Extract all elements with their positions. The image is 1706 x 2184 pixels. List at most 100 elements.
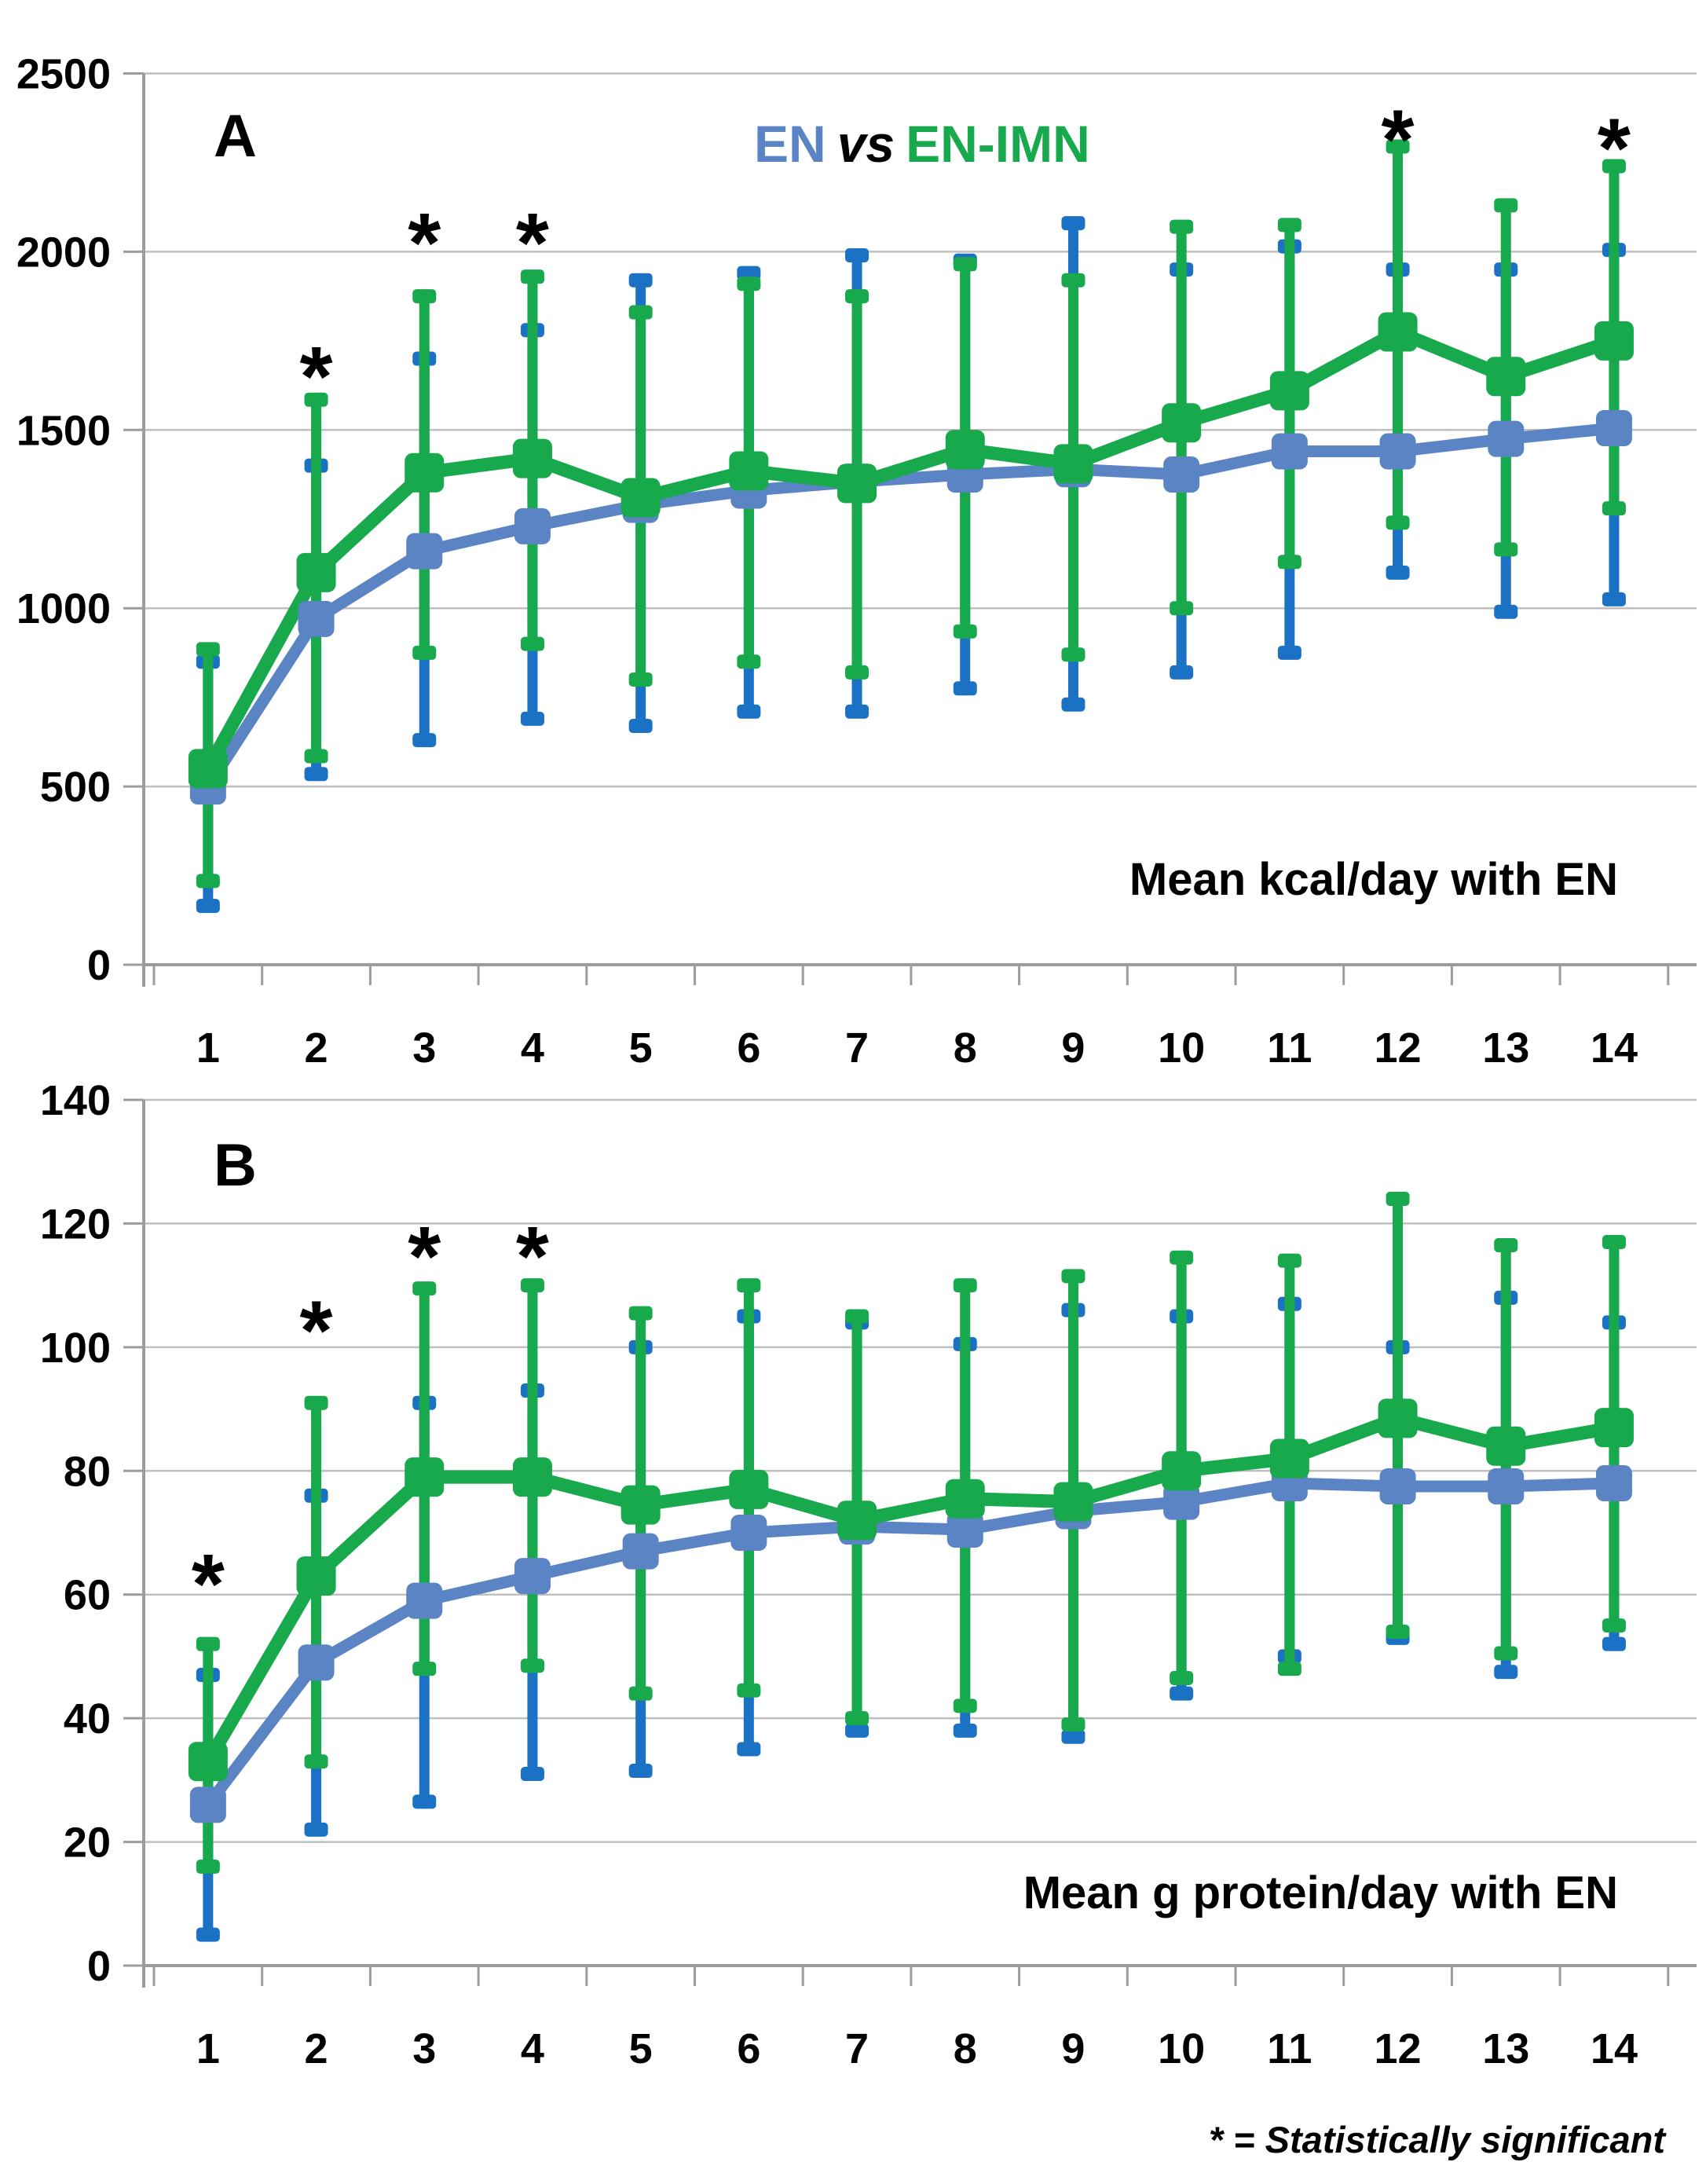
x-axis-label: 7 xyxy=(845,1024,869,1072)
en-error-bar-cap xyxy=(628,718,653,733)
en-error-bar-cap xyxy=(845,1723,869,1738)
en-imn-error-bar-cap xyxy=(412,1662,437,1676)
x-axis-label: 5 xyxy=(629,1024,653,1072)
en-imn-error-bar-cap xyxy=(737,277,761,291)
en-data-point-marker xyxy=(1163,456,1200,493)
significance-asterisk: * xyxy=(300,1283,333,1378)
en-imn-data-point-marker xyxy=(188,749,228,789)
legend: EN vs EN-IMN xyxy=(754,114,1090,174)
en-error-bar-cap xyxy=(520,711,544,726)
en-error-bar-cap xyxy=(953,1723,977,1738)
en-imn-error-bar-cap xyxy=(1386,139,1410,154)
en-imn-data-point-marker xyxy=(837,1501,877,1541)
en-imn-data-point-marker xyxy=(621,1485,661,1525)
en-error-bar-cap xyxy=(737,1742,761,1757)
en-imn-error-bar-cap xyxy=(1061,1269,1085,1284)
y-axis-label: 1500 xyxy=(16,407,111,454)
en-error-bar-cap xyxy=(304,767,328,782)
en-imn-data-point-marker xyxy=(1486,357,1526,397)
en-error-bar-cap xyxy=(196,899,220,914)
en-data-point-marker xyxy=(1163,1483,1200,1520)
en-imn-data-point-marker xyxy=(1269,371,1309,411)
x-axis-label: 5 xyxy=(629,2025,653,2072)
en-imn-error-bar-cap xyxy=(1602,1618,1626,1633)
significance-asterisk: * xyxy=(516,195,549,290)
significance-asterisk: * xyxy=(408,1208,441,1303)
en-imn-error-bar-cap xyxy=(1494,198,1518,213)
x-axis-label: 2 xyxy=(305,1024,328,1072)
en-error-bar-cap xyxy=(304,1822,328,1837)
en-error-bar-cap xyxy=(1386,565,1410,580)
legend-en-label: EN xyxy=(754,115,826,173)
significance-asterisk: * xyxy=(300,328,333,423)
en-imn-data-point-marker xyxy=(1053,444,1093,484)
en-imn-data-point-marker xyxy=(1594,1408,1634,1448)
en-error-bar-cap xyxy=(1602,592,1626,606)
en-imn-error-bar-cap xyxy=(1386,515,1410,530)
en-imn-error-bar-cap xyxy=(1061,1717,1085,1732)
en-data-point-marker xyxy=(1271,433,1308,470)
en-imn-error-bar-cap xyxy=(1277,1662,1301,1676)
en-imn-error-bar-cap xyxy=(412,645,437,660)
en-imn-error-bar-cap xyxy=(196,1860,220,1874)
en-data-point-marker xyxy=(622,1533,659,1570)
panel-b-axis-title: Mean g protein/day with EN xyxy=(1023,1867,1618,1918)
en-data-point-marker xyxy=(406,1582,443,1619)
en-data-point-marker xyxy=(1379,1468,1416,1504)
x-axis-label: 1 xyxy=(196,2025,220,2072)
en-error-bar-cap xyxy=(845,247,869,262)
legend-en-imn-label: EN-IMN xyxy=(906,115,1090,173)
en-error-bar-cap xyxy=(953,681,977,696)
x-axis-label: 1 xyxy=(196,1024,220,1072)
panel-a-label: A xyxy=(214,103,257,170)
y-axis-label: 1000 xyxy=(16,585,111,632)
en-imn-error-bar-cap xyxy=(845,289,869,304)
en-imn-data-point-marker xyxy=(1162,403,1202,443)
en-data-point-marker xyxy=(1379,433,1416,470)
en-imn-error-bar-cap xyxy=(1386,1624,1410,1639)
en-imn-error-bar-cap xyxy=(1170,1670,1194,1685)
x-axis-label: 8 xyxy=(954,1024,977,1072)
x-axis-label: 9 xyxy=(1061,1024,1085,1072)
en-imn-error-bar-cap xyxy=(953,624,977,639)
en-imn-error-bar-cap xyxy=(412,1281,437,1296)
en-error-bar-cap xyxy=(520,1766,544,1781)
y-axis-label: 80 xyxy=(64,1448,111,1495)
y-axis-label: 2000 xyxy=(16,229,111,276)
en-imn-error-bar-cap xyxy=(196,1636,220,1651)
en-imn-data-point-marker xyxy=(512,1457,552,1497)
en-error-bar-cap xyxy=(1494,1665,1518,1680)
en-error-bar-cap xyxy=(737,704,761,719)
x-axis-label: 8 xyxy=(954,2025,977,2072)
en-imn-data-point-marker xyxy=(945,1479,985,1519)
en-data-point-marker xyxy=(298,600,335,637)
en-error-bar-cap xyxy=(412,1794,437,1809)
en-imn-data-point-marker xyxy=(1053,1482,1093,1522)
en-error-bar-cap xyxy=(1277,645,1301,660)
significance-asterisk: * xyxy=(192,1536,225,1631)
en-imn-error-bar-cap xyxy=(1602,159,1626,174)
x-axis-label: 12 xyxy=(1375,2025,1422,2072)
en-imn-error-bar-cap xyxy=(1386,1191,1410,1206)
en-data-point-marker xyxy=(298,1644,335,1681)
en-imn-data-point-marker xyxy=(296,552,336,592)
en-imn-error-bar-cap xyxy=(520,636,544,651)
en-imn-data-point-marker xyxy=(512,438,552,478)
en-data-point-marker xyxy=(406,533,443,570)
en-data-point-marker xyxy=(1595,1465,1632,1502)
en-imn-data-point-marker xyxy=(405,1457,445,1497)
x-axis-label: 14 xyxy=(1591,1024,1638,1072)
en-error-bar-cap xyxy=(1061,216,1085,231)
en-imn-data-point-marker xyxy=(405,453,445,493)
en-imn-error-bar-cap xyxy=(953,257,977,272)
en-imn-data-point-marker xyxy=(188,1742,228,1782)
x-axis-label: 13 xyxy=(1482,2025,1529,2072)
x-axis-label: 9 xyxy=(1061,2025,1085,2072)
legend-vs-label: vs xyxy=(837,115,895,173)
en-imn-error-bar-cap xyxy=(953,1278,977,1293)
en-imn-error-bar-cap xyxy=(845,665,869,680)
y-axis-label: 0 xyxy=(87,1943,111,1990)
en-error-bar-cap xyxy=(196,1927,220,1942)
en-data-point-marker xyxy=(514,1558,551,1595)
en-imn-error-bar-cap xyxy=(1494,542,1518,557)
